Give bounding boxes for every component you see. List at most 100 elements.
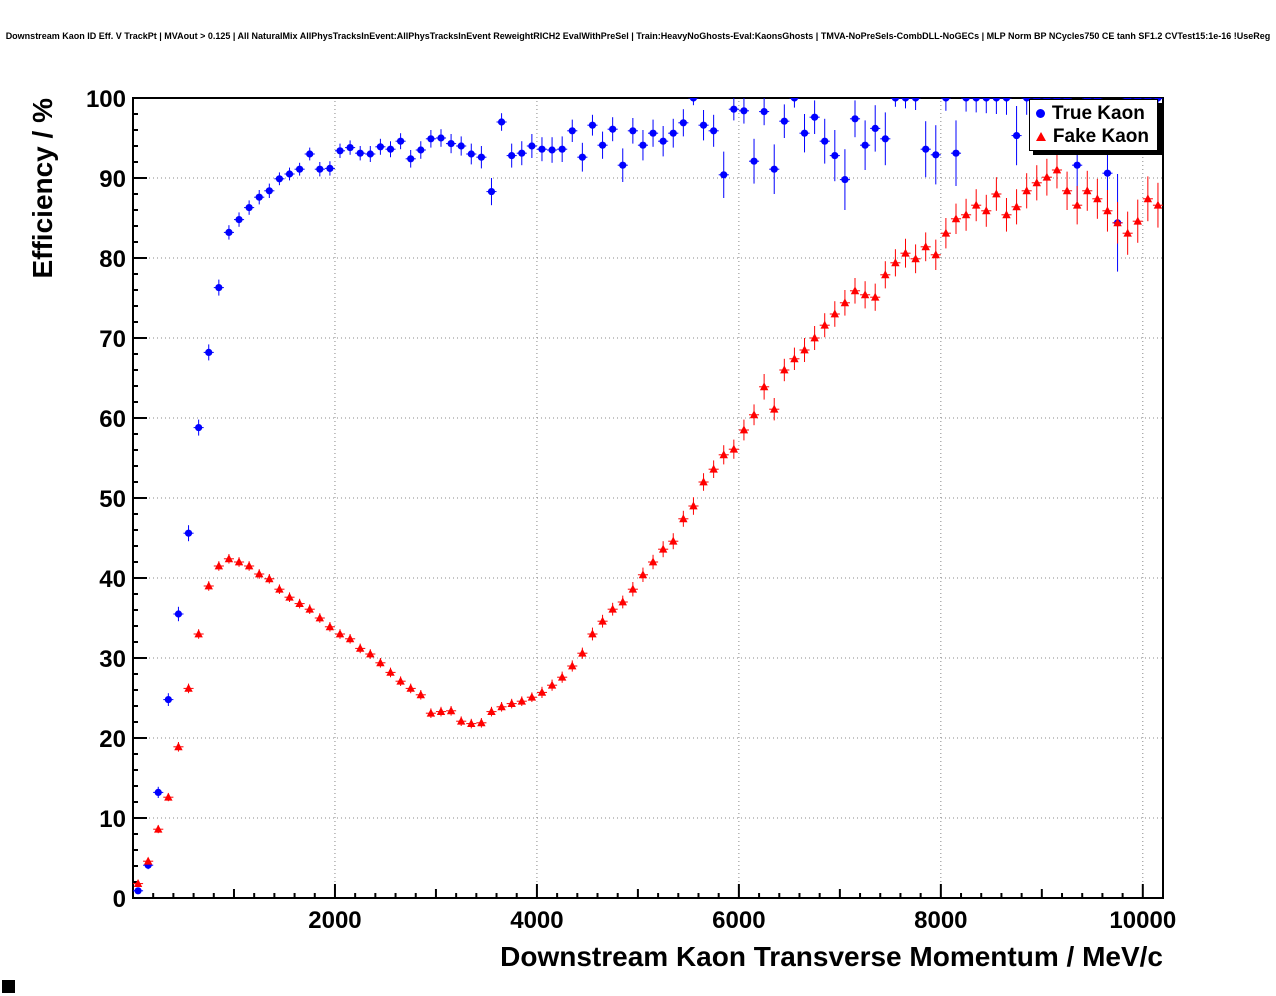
data-point-true-kaon (457, 142, 465, 150)
circle-marker-icon (1035, 109, 1045, 118)
data-point-true-kaon (841, 176, 849, 184)
data-point-true-kaon (174, 610, 183, 618)
data-point-true-kaon (326, 164, 334, 172)
data-point-fake-kaon (921, 242, 930, 251)
data-point-true-kaon (770, 165, 778, 173)
y-tick-label: 100 (86, 86, 126, 113)
data-point-true-kaon (487, 188, 496, 196)
data-point-true-kaon (356, 149, 364, 157)
data-point-fake-kaon (224, 554, 234, 563)
data-point-true-kaon (164, 696, 172, 704)
data-point-fake-kaon (487, 707, 496, 715)
data-point-true-kaon (568, 127, 576, 135)
data-point-true-kaon (911, 98, 920, 102)
data-point-fake-kaon (133, 879, 143, 887)
data-point-fake-kaon (174, 742, 183, 751)
data-point-true-kaon (296, 165, 304, 173)
data-point-true-kaon (346, 144, 354, 152)
data-point-fake-kaon (860, 290, 870, 299)
data-point-fake-kaon (234, 557, 244, 566)
x-tick-label: 2000 (308, 907, 361, 934)
data-point-true-kaon (811, 113, 819, 121)
data-point-true-kaon (154, 788, 162, 797)
x-tick-label: 6000 (712, 907, 765, 934)
data-point-true-kaon (891, 98, 900, 102)
data-point-true-kaon (548, 146, 556, 154)
data-point-true-kaon (184, 529, 193, 537)
data-point-true-kaon (477, 153, 485, 161)
data-point-fake-kaon (679, 514, 688, 523)
data-point-fake-kaon (416, 690, 425, 699)
data-point-fake-kaon (356, 643, 365, 652)
data-point-fake-kaon (1042, 172, 1052, 181)
data-point-fake-kaon (426, 708, 436, 717)
data-point-fake-kaon (568, 661, 577, 670)
data-point-fake-kaon (275, 584, 284, 593)
data-point-true-kaon (386, 145, 395, 153)
corner-marker (2, 980, 15, 993)
data-point-fake-kaon (891, 258, 900, 267)
data-point-true-kaon (689, 98, 698, 102)
data-point-fake-kaon (971, 200, 981, 209)
data-point-fake-kaon (527, 692, 537, 701)
data-point-fake-kaon (1002, 210, 1011, 219)
data-point-true-kaon (578, 153, 586, 161)
data-point-true-kaon (669, 129, 677, 137)
data-point-true-kaon (699, 121, 708, 129)
data-point-fake-kaon (1093, 194, 1102, 203)
tick-labels: 2000 4000 6000 8000 10000 0 10 20 30 40 50 60 70 80 90… (86, 86, 1176, 934)
data-point-fake-kaon (557, 672, 567, 681)
y-tick-label: 60 (99, 406, 126, 433)
data-point-fake-kaon (547, 680, 557, 689)
data-point-fake-kaon (709, 464, 718, 473)
data-point-true-kaon (205, 348, 213, 356)
data-point-true-kaon (861, 141, 869, 149)
data-point-fake-kaon (214, 561, 224, 570)
data-point-fake-kaon (406, 683, 415, 692)
data-point-fake-kaon (1123, 228, 1132, 237)
legend: True Kaon Fake Kaon (1028, 99, 1158, 151)
data-point-fake-kaon (759, 382, 769, 391)
data-point-fake-kaon (507, 699, 516, 707)
data-point-true-kaon (306, 150, 314, 158)
data-point-fake-kaon (164, 792, 173, 801)
data-point-fake-kaon (669, 536, 678, 545)
data-point-fake-kaon (285, 592, 294, 601)
data-point-fake-kaon (941, 228, 951, 237)
data-point-true-kaon (235, 216, 243, 224)
grid-layer (133, 98, 1163, 898)
data-point-true-kaon (750, 157, 758, 165)
data-point-true-kaon (588, 121, 597, 129)
data-point-true-kaon (366, 150, 374, 158)
data-point-fake-kaon (911, 254, 920, 263)
data-point-fake-kaon (901, 248, 910, 257)
data-point-true-kaon (871, 124, 879, 132)
data-point-true-kaon (508, 152, 516, 160)
data-point-fake-kaon (850, 286, 860, 295)
data-point-fake-kaon (982, 206, 991, 215)
data-point-true-kaon (558, 145, 566, 153)
data-point-fake-kaon (1113, 218, 1122, 227)
data-point-true-kaon (679, 119, 687, 127)
data-point-fake-kaon (1052, 165, 1062, 174)
x-tick-label: 8000 (914, 907, 967, 934)
data-point-fake-kaon (578, 648, 587, 657)
data-point-fake-kaon (1103, 206, 1112, 215)
y-tick-label: 20 (99, 726, 126, 753)
data-point-true-kaon (800, 129, 809, 137)
y-tick-label: 90 (99, 166, 126, 193)
y-axis-title: Efficiency / % (27, 98, 58, 279)
data-point-fake-kaon (780, 365, 789, 374)
data-point-true-kaon (265, 187, 273, 195)
data-point-true-kaon (497, 118, 506, 126)
data-point-true-kaon (619, 161, 627, 169)
data-point-fake-kaon (1032, 178, 1041, 187)
series-true-kaon (133, 98, 1163, 895)
data-point-fake-kaon (366, 649, 375, 658)
data-point-true-kaon (982, 98, 990, 102)
data-point-true-kaon (538, 145, 546, 153)
data-point-fake-kaon (608, 604, 617, 613)
data-point-fake-kaon (244, 561, 254, 570)
y-tick-label: 70 (99, 326, 126, 353)
data-point-true-kaon (467, 150, 475, 158)
